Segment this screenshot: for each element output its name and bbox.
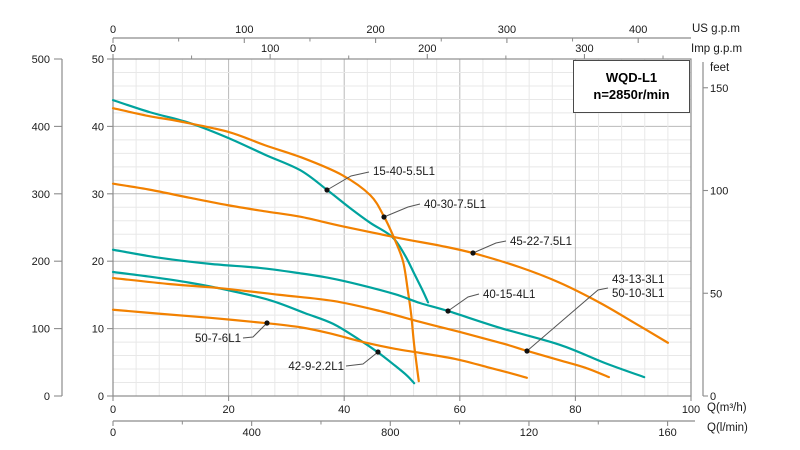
imp-gpm-axis-unit: Imp g.p.m [691,43,743,55]
flow-m3h-tick-label: 40 [338,404,350,416]
us-gpm-tick-label: 0 [110,24,116,36]
curve-marker-dot [445,308,451,314]
imp-gpm-tick-label: 300 [575,43,593,55]
curve-marker-dot [381,214,387,220]
curve-42-9-2.2L1 [111,270,416,385]
curve-15-40-5.5L1 [111,99,430,304]
model-legend-box: WQD-L1 n=2850r/min [573,60,690,113]
curve-label: 43-13-3L1 [612,274,664,286]
flow-lmin-tick-label: 800 [381,427,399,439]
curve-label: 45-22-7.5L1 [510,236,572,248]
plot-border [112,58,692,397]
left-outer-tick-label: 300 [32,189,50,201]
curve-label: 40-15-4L1 [483,289,535,301]
us-gpm-tick-label: 200 [366,24,384,36]
label-leader-line [326,171,370,191]
imp-gpm-tick-label: 0 [110,43,116,55]
left-outer-tick-label: 500 [32,54,50,66]
us-gpm-tick-label: 300 [498,24,516,36]
imp-gpm-tick-label: 200 [418,43,436,55]
flow-m3h-axis-unit: Q(m³/h) [707,402,747,414]
us-gpm-axis-unit: US g.p.m [692,23,740,35]
label-leader-line [345,351,379,367]
head-m-tick-label: 50 [92,54,104,66]
curve-40-15-4L1 [111,248,646,379]
curve-43-13-3L1-50-10-3L1 [111,276,611,379]
us-gpm-tick-label: 400 [629,24,647,36]
head-m-tick-label: 10 [92,324,104,336]
left-outer-tick-label: 400 [32,121,50,133]
curve-marker-dot [470,250,476,256]
flow-m3h-tick-label: 0 [110,404,116,416]
feet-axis-unit: feet [710,62,730,74]
feet-tick-label: 150 [710,83,728,95]
feet-tick-label: 50 [710,288,722,300]
head-m-tick-label: 0 [98,391,104,403]
feet-tick-label: 100 [710,186,728,198]
label-leader-line [447,293,480,312]
model-name: WQD-L1 [605,70,658,85]
curve-label: 40-30-7.5L1 [424,199,486,211]
curve-50-7-6L1 [111,308,528,379]
curve-label: 50-10-3L1 [612,288,664,300]
curve-marker-dot [264,320,270,326]
label-leader-line [526,287,609,352]
model-speed: n=2850r/min [593,87,670,102]
flow-lmin-tick-label: 120 [520,427,538,439]
curve-40-30-7.5L1 [111,107,420,383]
curve-marker-dot [524,348,530,354]
imp-gpm-tick-label: 100 [261,43,279,55]
flow-lmin-tick-label: 160 [658,427,676,439]
head-m-tick-label: 30 [92,189,104,201]
head-m-tick-label: 20 [92,256,104,268]
flow-m3h-tick-label: 60 [454,404,466,416]
flow-lmin-tick-label: 400 [242,427,260,439]
curve-marker-dot [375,349,381,355]
label-leader-line [242,322,268,339]
flow-lmin-tick-label: 0 [110,427,116,439]
flow-lmin-axis-unit: Q(l/min) [707,422,748,434]
curve-marker-dot [324,187,330,193]
curve-label: 15-40-5.5L1 [373,166,435,178]
us-gpm-tick-label: 100 [235,24,253,36]
flow-m3h-tick-label: 20 [222,404,234,416]
curve-45-22-7.5L1 [111,182,669,344]
left-outer-tick-label: 0 [44,391,50,403]
curve-label: 50-7-6L1 [195,333,241,345]
curve-label: 42-9-2.2L1 [288,361,344,373]
feet-tick-label: 0 [710,391,716,403]
flow-m3h-tick-label: 80 [569,404,581,416]
flow-m3h-tick-label: 100 [682,404,700,416]
label-leader-line [472,240,507,254]
label-leader-line [383,203,421,218]
left-outer-tick-label: 100 [32,324,50,336]
head-m-tick-label: 40 [92,121,104,133]
left-outer-tick-label: 200 [32,256,50,268]
